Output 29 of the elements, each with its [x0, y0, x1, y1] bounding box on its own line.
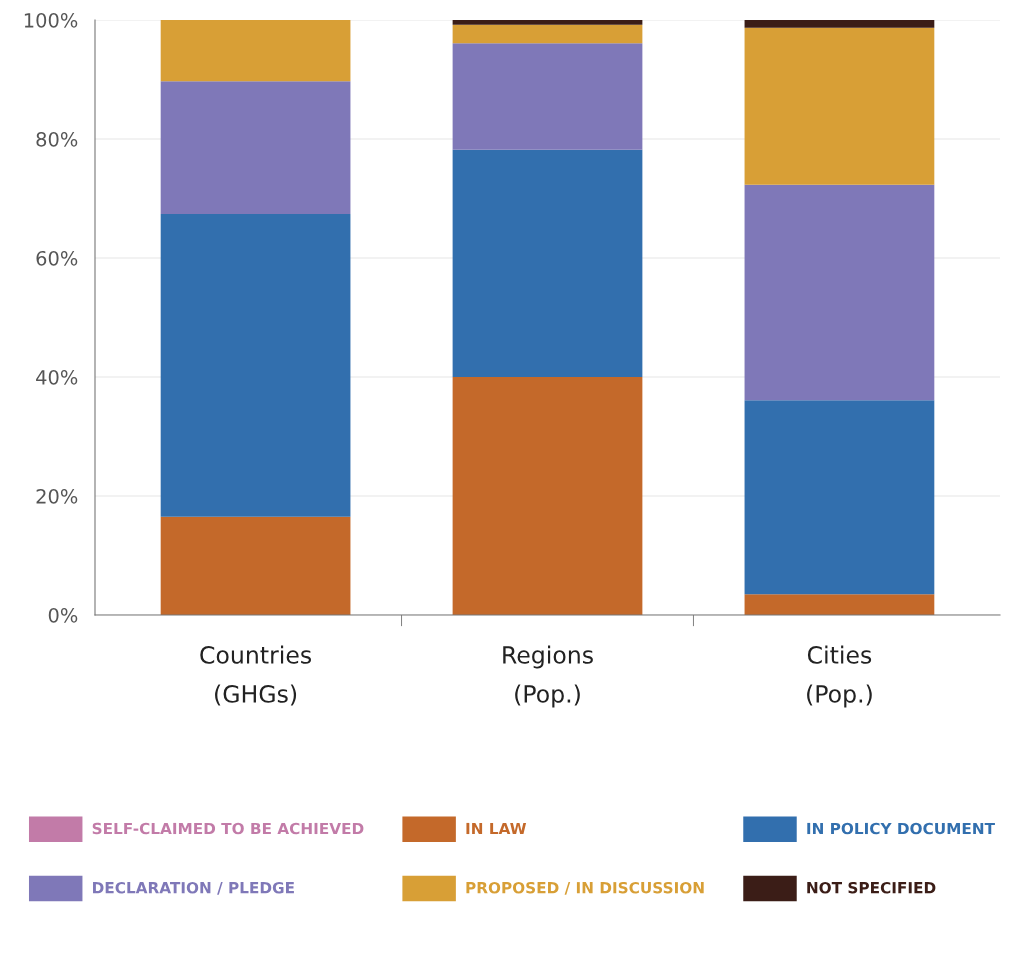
bar: [452, 377, 643, 615]
bar: [160, 81, 351, 214]
x-tick-label: Regions (Pop.): [503, 645, 593, 708]
legend-label: NOT SPECIFIED: [807, 881, 936, 894]
bar: [160, 213, 351, 517]
legend-label: DECLARATION / PLEDGE: [93, 881, 294, 895]
bar: [452, 43, 643, 150]
y-tick-label: 60%: [36, 250, 78, 266]
bar: [744, 184, 935, 401]
legend-label: IN POLICY DOCUMENT: [807, 822, 995, 835]
bar: [744, 20, 935, 28]
bar: [452, 149, 643, 377]
y-tick-label: 80%: [36, 131, 78, 147]
y-tick-label: 0%: [48, 607, 78, 623]
y-tick-label: 40%: [36, 369, 78, 385]
bar: [160, 20, 351, 82]
y-tick-label: 20%: [36, 488, 78, 504]
x-tick-label: Cities (Pop.): [807, 645, 872, 708]
legend-label: IN LAW: [466, 822, 527, 835]
bar: [744, 27, 935, 185]
bar: [160, 516, 351, 615]
x-tick-label: Countries (GHGs): [200, 645, 312, 706]
legend-label: SELF-CLAIMED TO BE ACHIEVED: [92, 822, 364, 835]
bar: [452, 24, 643, 44]
legend-label: PROPOSED / IN DISCUSSION: [466, 881, 704, 895]
bar: [744, 400, 935, 595]
y-tick-label: 100%: [24, 12, 78, 28]
bar: [744, 594, 935, 615]
bar: [452, 20, 643, 25]
